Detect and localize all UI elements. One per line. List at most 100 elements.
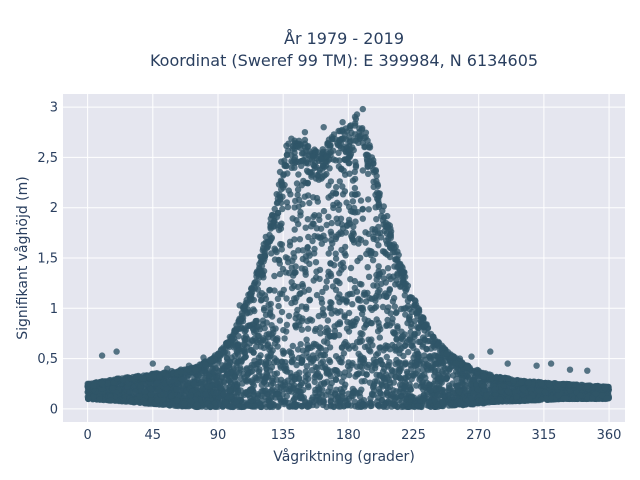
data-point xyxy=(294,346,302,353)
data-point xyxy=(351,168,358,175)
x-tick-label: 0 xyxy=(83,428,91,443)
data-point xyxy=(326,344,334,351)
data-point xyxy=(434,403,442,410)
data-point xyxy=(262,387,269,394)
data-point xyxy=(254,332,261,340)
data-point xyxy=(414,367,421,374)
data-point xyxy=(305,344,312,352)
data-point xyxy=(282,367,289,374)
data-point xyxy=(379,303,387,311)
data-point xyxy=(271,272,278,280)
data-point xyxy=(357,197,365,204)
data-point xyxy=(244,322,252,330)
data-point xyxy=(343,299,350,306)
data-point xyxy=(373,172,380,180)
data-point xyxy=(268,394,275,401)
data-point xyxy=(603,395,611,402)
data-point xyxy=(345,216,353,223)
data-point xyxy=(379,361,386,368)
data-point xyxy=(352,318,359,326)
data-point xyxy=(576,392,584,399)
data-point xyxy=(147,385,154,393)
data-point xyxy=(392,394,399,401)
data-point xyxy=(187,397,195,405)
data-point xyxy=(313,268,320,275)
data-point xyxy=(304,143,311,151)
data-point xyxy=(393,356,400,364)
data-point xyxy=(370,282,377,289)
data-point xyxy=(469,390,477,397)
data-point xyxy=(382,342,389,349)
data-point xyxy=(535,387,543,394)
data-point xyxy=(392,256,399,263)
data-point xyxy=(348,234,355,241)
data-point xyxy=(362,129,370,136)
data-point xyxy=(402,395,409,403)
data-point xyxy=(356,393,364,400)
data-point xyxy=(319,288,326,296)
data-point xyxy=(555,392,562,399)
data-point xyxy=(107,397,115,404)
data-point xyxy=(416,396,424,403)
data-point xyxy=(410,354,417,361)
data-point xyxy=(246,386,254,394)
data-point xyxy=(273,358,281,366)
data-point xyxy=(450,372,457,379)
data-point xyxy=(306,252,313,259)
data-point xyxy=(248,361,255,369)
data-point xyxy=(408,320,415,327)
data-point xyxy=(368,336,375,343)
data-point xyxy=(245,370,252,378)
x-tick-label: 180 xyxy=(336,428,361,443)
data-point xyxy=(262,311,270,319)
data-point xyxy=(220,378,228,385)
data-point xyxy=(351,277,358,285)
data-point xyxy=(262,360,270,367)
data-point xyxy=(325,182,332,189)
data-point xyxy=(302,224,309,231)
data-point xyxy=(294,158,302,165)
data-point xyxy=(298,150,306,157)
data-point xyxy=(285,312,293,320)
y-tick-label: 3 xyxy=(50,101,58,116)
data-point xyxy=(231,352,239,359)
data-point xyxy=(351,113,359,121)
data-point xyxy=(419,334,427,341)
data-point xyxy=(439,374,446,382)
data-point xyxy=(346,146,354,153)
data-point xyxy=(244,335,251,342)
data-point xyxy=(389,315,396,323)
data-point xyxy=(250,326,257,333)
data-point xyxy=(90,382,98,389)
data-point xyxy=(483,398,490,406)
data-point xyxy=(403,339,411,346)
data-point xyxy=(292,393,299,401)
data-point xyxy=(417,374,424,382)
data-point xyxy=(474,386,481,393)
data-point xyxy=(256,261,263,268)
data-point xyxy=(299,280,306,288)
data-point xyxy=(376,286,383,294)
data-point xyxy=(260,306,268,314)
data-point xyxy=(431,372,438,379)
data-point xyxy=(292,375,299,383)
data-point xyxy=(445,402,453,409)
data-point xyxy=(241,302,249,309)
data-point xyxy=(243,378,251,385)
data-point xyxy=(371,365,379,372)
data-point xyxy=(193,401,201,409)
data-point xyxy=(390,273,397,280)
data-point xyxy=(380,203,387,210)
data-point xyxy=(356,133,364,140)
x-tick-label: 360 xyxy=(597,428,622,443)
data-point xyxy=(376,388,383,396)
data-point xyxy=(235,341,242,348)
data-point xyxy=(320,232,327,239)
data-point xyxy=(359,139,367,147)
data-point xyxy=(346,365,353,373)
data-point xyxy=(343,325,351,332)
data-point xyxy=(323,153,330,160)
data-point xyxy=(383,322,390,329)
scatter-points xyxy=(84,105,612,411)
data-point xyxy=(408,365,415,373)
